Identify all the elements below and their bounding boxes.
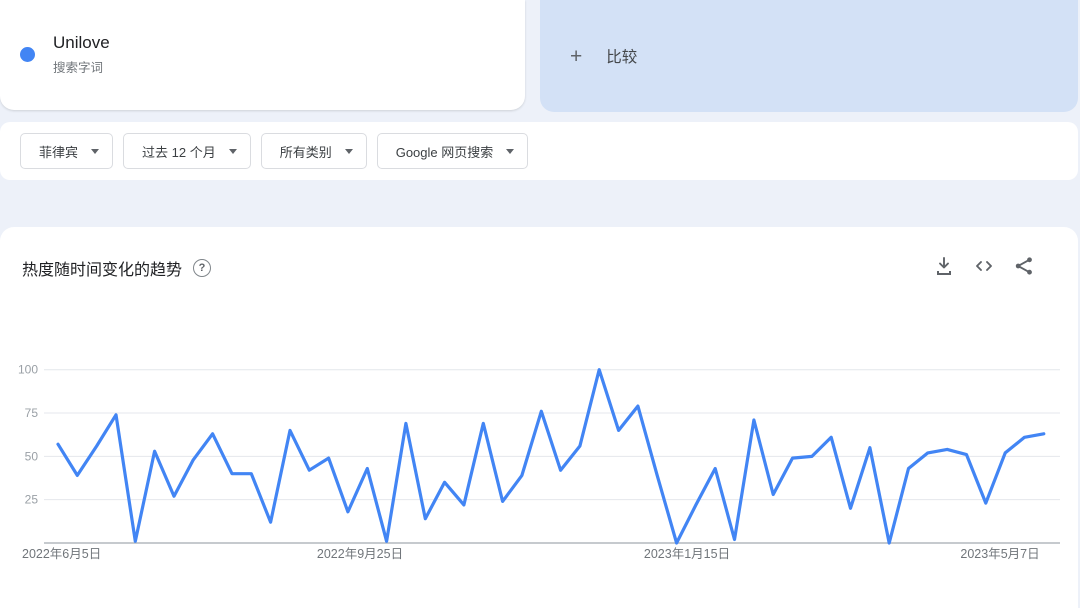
add-comparison-inner: + 比较 xyxy=(570,0,637,112)
filter-region-label: 菲律宾 xyxy=(39,144,79,160)
x-tick-label: 2023年5月7日 xyxy=(960,547,1039,561)
term-type-label: 搜索字词 xyxy=(53,61,104,75)
chevron-down-icon xyxy=(91,148,100,154)
y-tick-label: 75 xyxy=(25,406,39,420)
x-tick-label: 2022年9月25日 xyxy=(317,547,403,561)
x-tick-label: 2022年6月5日 xyxy=(22,547,101,561)
filter-bar: 菲律宾 过去 12 个月 所有类别 Google 网页搜索 xyxy=(0,122,1078,180)
plus-icon: + xyxy=(570,44,583,68)
filter-search-type-dropdown[interactable]: Google 网页搜索 xyxy=(376,133,529,169)
chart-toolbar xyxy=(932,254,1036,278)
chevron-down-icon xyxy=(228,148,237,154)
help-glyph: ? xyxy=(198,262,206,274)
filter-region-dropdown[interactable]: 菲律宾 xyxy=(20,133,114,169)
filter-time-dropdown[interactable]: 过去 12 个月 xyxy=(123,133,251,169)
y-tick-label: 25 xyxy=(25,493,39,507)
search-term-card[interactable]: Unilove 搜索字词 xyxy=(0,0,525,110)
filter-category-label: 所有类别 xyxy=(279,144,332,160)
share-icon[interactable] xyxy=(1012,254,1036,278)
filter-time-label: 过去 12 个月 xyxy=(142,144,216,160)
term-color-dot xyxy=(20,47,35,62)
y-tick-label: 100 xyxy=(18,363,38,377)
interest-over-time-card: 热度随时间变化的趋势 ? 25 50 75 100 2022年6月5日 2022年9月 xyxy=(0,227,1078,608)
add-comparison-card[interactable]: + 比较 xyxy=(540,0,1078,112)
filter-category-dropdown[interactable]: 所有类别 xyxy=(260,133,367,169)
interest-over-time-chart[interactable]: 25 50 75 100 2022年6月5日 2022年9月25日 2023年1月15日 20… xyxy=(0,340,1080,580)
trend-line[interactable] xyxy=(56,368,1046,545)
embed-icon[interactable] xyxy=(972,254,996,278)
chevron-down-icon xyxy=(506,148,515,154)
x-tick-label: 2023年1月15日 xyxy=(644,547,730,561)
add-comparison-label: 比较 xyxy=(606,49,638,66)
term-name: Unilove xyxy=(53,33,110,52)
filter-search-type-label: Google 网页搜索 xyxy=(395,144,494,160)
chevron-down-icon xyxy=(344,148,353,154)
chart-title: 热度随时间变化的趋势 xyxy=(22,262,183,279)
y-tick-label: 50 xyxy=(25,449,39,463)
download-icon[interactable] xyxy=(932,254,956,278)
help-icon[interactable]: ? xyxy=(193,259,212,277)
chart-header: 热度随时间变化的趋势 ? xyxy=(22,256,212,280)
